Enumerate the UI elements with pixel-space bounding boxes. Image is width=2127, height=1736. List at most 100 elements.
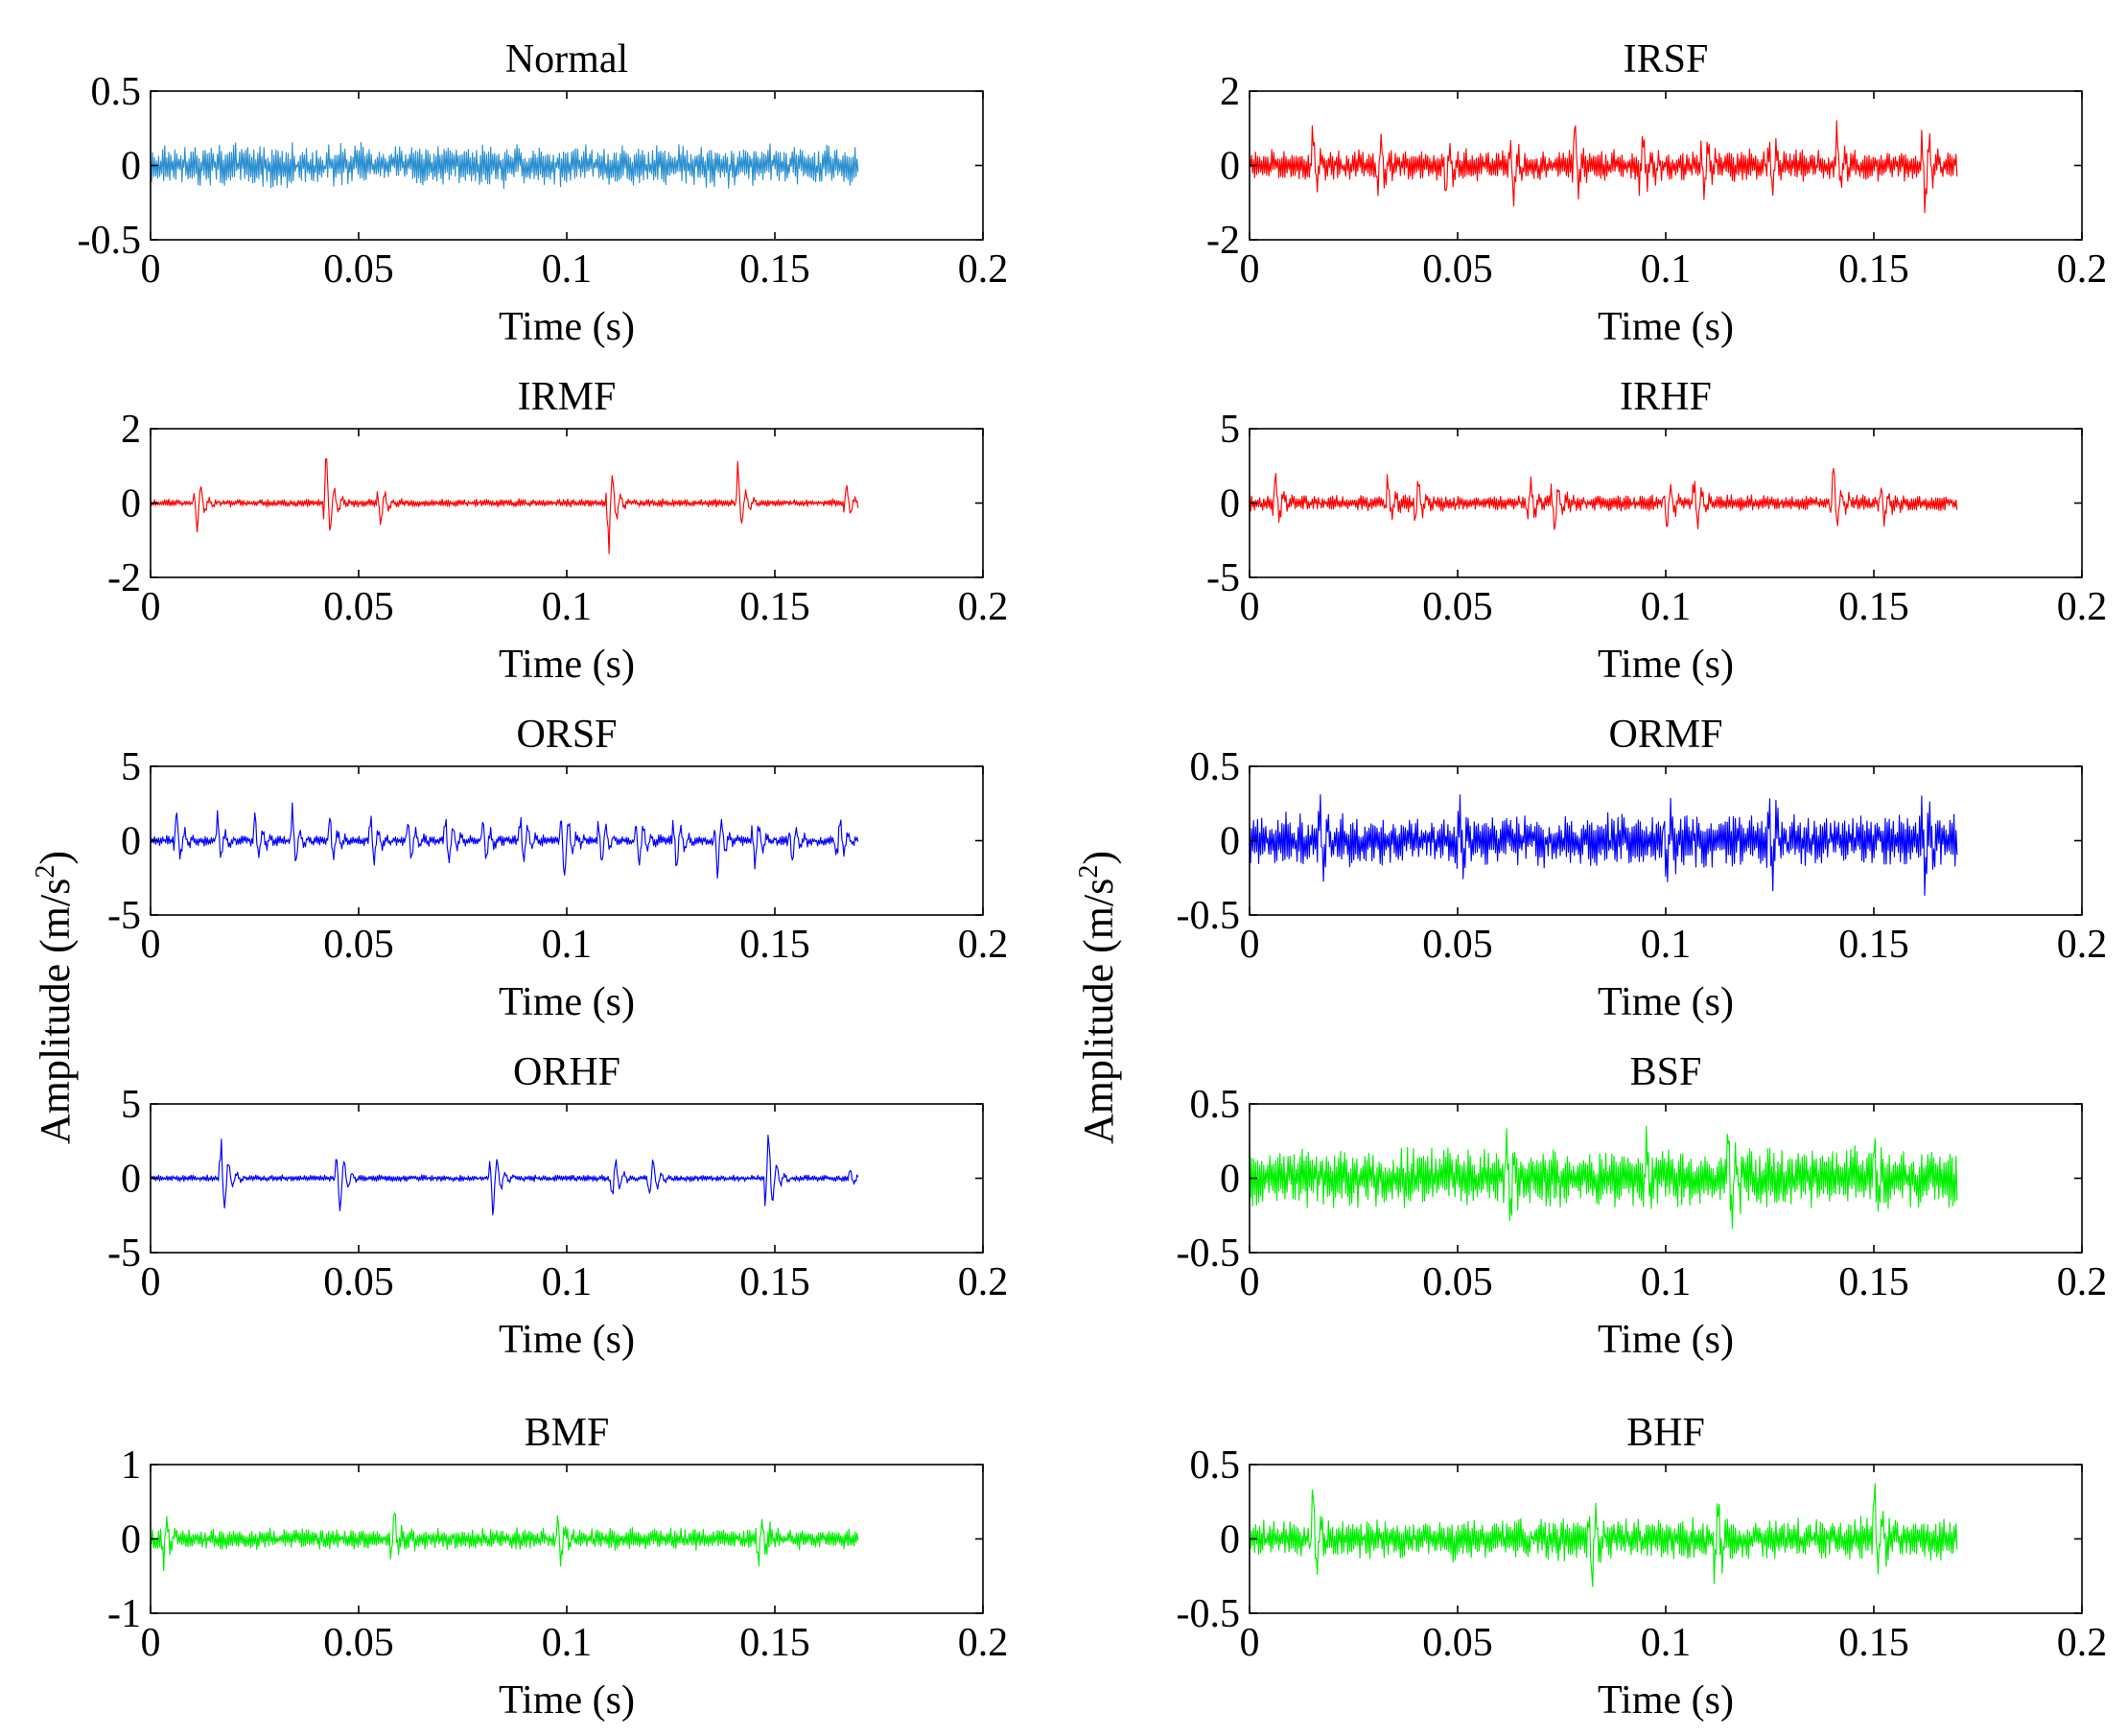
x-axis-label: Time (s): [499, 1678, 635, 1723]
x-tick-label: 0.05: [1422, 1260, 1493, 1304]
y-tick-label: 0: [121, 1518, 141, 1562]
y-tick-label: 0: [121, 145, 141, 189]
x-tick-label: 0.1: [542, 1621, 593, 1665]
signal-trace: [1249, 120, 1958, 214]
x-tick-label: 0.15: [1838, 923, 1909, 967]
x-tick-label: 0.2: [958, 1260, 1009, 1304]
x-tick-label: 0.05: [323, 1260, 394, 1304]
x-tick-label: 0: [141, 923, 161, 967]
x-tick-label: 0.15: [1838, 247, 1909, 292]
x-tick-label: 0: [1240, 247, 1260, 292]
x-tick-label: 0.15: [1838, 1621, 1909, 1665]
x-tick-label: 0: [141, 1621, 161, 1665]
signal-trace: [1249, 467, 1958, 530]
y-tick-label: 5: [1220, 408, 1240, 452]
x-tick-label: 0: [1240, 1260, 1260, 1304]
y-tick-label: -0.5: [1177, 894, 1241, 938]
x-axis-label: Time (s): [499, 1318, 635, 1362]
y-tick-label: 0: [1220, 145, 1240, 189]
panel-title: IRSF: [1624, 37, 1709, 82]
x-tick-label: 0.15: [739, 923, 810, 967]
x-tick-label: 0.1: [1641, 1260, 1692, 1304]
x-axis-label: Time (s): [1598, 1678, 1734, 1723]
x-tick-label: 0: [141, 585, 161, 629]
x-tick-label: 0.15: [739, 1260, 810, 1304]
signal-trace: [150, 141, 859, 189]
y-tick-label: -0.5: [1177, 1232, 1241, 1276]
signal-trace: [150, 457, 859, 554]
panel-title: IRMF: [518, 375, 617, 419]
x-tick-label: 0.1: [542, 247, 593, 292]
panel-title: IRHF: [1620, 375, 1712, 419]
x-tick-label: 0.05: [323, 247, 394, 292]
panel-title: BSF: [1630, 1050, 1702, 1094]
x-tick-label: 0.15: [739, 1621, 810, 1665]
y-tick-label: 5: [121, 745, 141, 789]
y-tick-label: 0.5: [1190, 1083, 1241, 1127]
y-tick-label: 0: [121, 482, 141, 527]
y-tick-label: -1: [107, 1592, 141, 1636]
x-tick-label: 0: [1240, 923, 1260, 967]
x-tick-label: 0.15: [739, 247, 810, 292]
x-axis-label: Time (s): [1598, 980, 1734, 1024]
x-tick-label: 0.2: [2057, 923, 2108, 967]
y-tick-label: -2: [1206, 219, 1240, 263]
x-tick-label: 0.1: [1641, 923, 1692, 967]
signal-trace: [1249, 1483, 1958, 1587]
x-tick-label: 0.1: [542, 1260, 593, 1304]
signal-trace: [1249, 794, 1958, 897]
y-tick-label: 0.5: [1190, 745, 1241, 789]
x-axis-label: Time (s): [1598, 643, 1734, 687]
x-tick-label: 0.2: [2057, 1260, 2108, 1304]
y-tick-label: -0.5: [1177, 1592, 1241, 1636]
y-tick-label: -0.5: [78, 219, 142, 263]
y-tick-label: 0.5: [91, 70, 142, 114]
x-tick-label: 0.05: [323, 585, 394, 629]
panel-title: Normal: [505, 37, 628, 82]
x-axis-label: Time (s): [1598, 305, 1734, 349]
y-tick-label: -2: [107, 556, 141, 600]
x-tick-label: 0: [1240, 585, 1260, 629]
y-axis-label-left: Amplitude (m/s2): [31, 851, 79, 1144]
panel-title: ORHF: [513, 1050, 620, 1094]
y-tick-label: -5: [107, 894, 141, 938]
y-tick-label: 5: [121, 1083, 141, 1127]
y-axis-label-right: Amplitude (m/s2): [1074, 851, 1122, 1144]
x-tick-label: 0.2: [958, 247, 1009, 292]
x-tick-label: 0.1: [1641, 247, 1692, 292]
signal-trace: [150, 802, 859, 880]
x-tick-label: 0.15: [1838, 1260, 1909, 1304]
x-tick-label: 0.05: [1422, 923, 1493, 967]
x-tick-label: 0.2: [2057, 1621, 2108, 1665]
x-tick-label: 0.2: [958, 1621, 1009, 1665]
y-tick-label: 0.5: [1190, 1443, 1241, 1488]
x-tick-label: 0: [141, 247, 161, 292]
x-tick-label: 0.1: [1641, 1621, 1692, 1665]
y-tick-label: 2: [121, 408, 141, 452]
y-tick-label: -5: [1206, 556, 1240, 600]
x-tick-label: 0.1: [1641, 585, 1692, 629]
x-tick-label: 0.15: [739, 585, 810, 629]
panel-title: ORMF: [1608, 713, 1722, 757]
y-tick-label: 2: [1220, 70, 1240, 114]
x-tick-label: 0.2: [958, 585, 1009, 629]
panel-title: ORSF: [516, 713, 617, 757]
y-tick-label: 0: [1220, 1518, 1240, 1562]
y-tick-label: 0: [1220, 482, 1240, 527]
x-tick-label: 0.1: [542, 923, 593, 967]
y-tick-label: -5: [107, 1232, 141, 1276]
x-axis-label: Time (s): [499, 980, 635, 1024]
y-tick-label: 0: [121, 1158, 141, 1202]
x-axis-label: Time (s): [1598, 1318, 1734, 1362]
signal-trace: [150, 1513, 859, 1572]
x-tick-label: 0: [1240, 1621, 1260, 1665]
